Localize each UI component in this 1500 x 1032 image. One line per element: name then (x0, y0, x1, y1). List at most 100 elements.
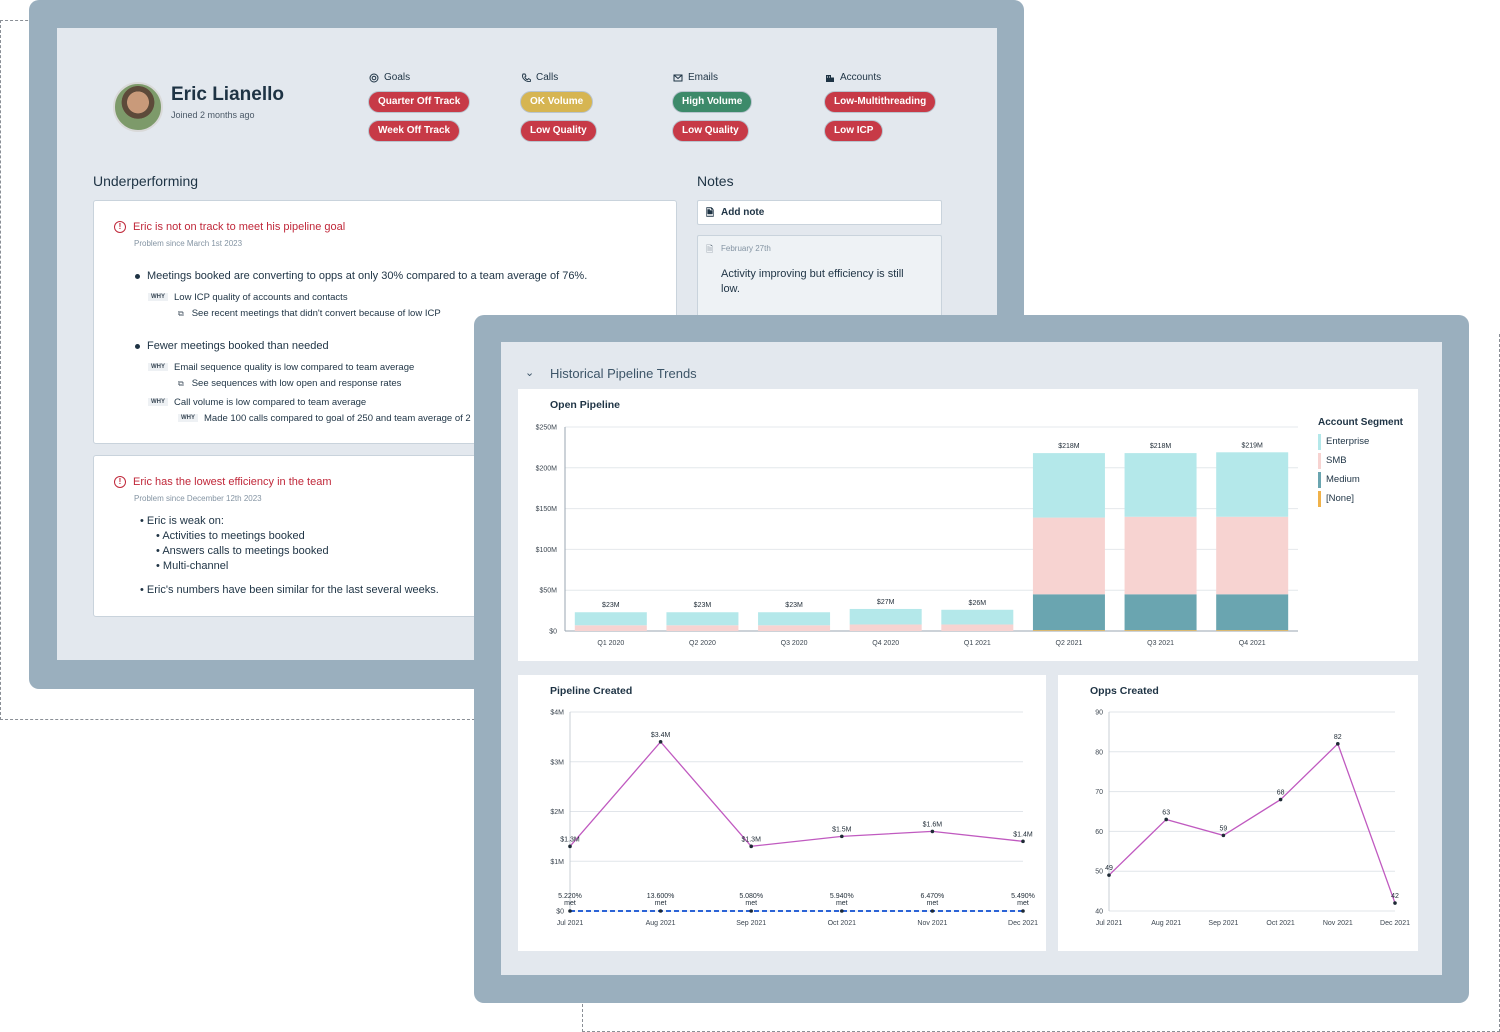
y-tick-label: $4M (550, 710, 564, 717)
y-tick-label: 70 (1095, 789, 1103, 796)
opps-created-chart: 40 50 60 70 80 90 Jul 2021 Aug 2021 Sep 2021 Oct … (1095, 710, 1410, 928)
problem-title[interactable]: ! Eric has the lowest efficiency in the … (114, 476, 332, 488)
goal-point (568, 909, 572, 913)
joined-text: Joined 2 months ago (171, 110, 255, 120)
category-label: Calls (536, 72, 559, 83)
similar-text: • Eric's numbers have been similar for t… (140, 584, 439, 596)
legend-title: Account Segment (1318, 417, 1404, 428)
category-accounts: Accounts (825, 72, 881, 83)
open-pipeline-title: Open Pipeline (550, 399, 621, 411)
y-tick-label: $150M (536, 506, 558, 513)
bar-segment (849, 624, 922, 631)
x-tick-label: Q4 2021 (1239, 640, 1266, 647)
bar-total-label: $27M (877, 599, 895, 606)
series-line (1108, 742, 1396, 904)
goal-label: met (1017, 900, 1029, 907)
bar-total-label: $26M (969, 600, 987, 607)
x-tick-label: Dec 2021 (1008, 920, 1038, 927)
legend-item-none[interactable]: [None] (1318, 491, 1354, 507)
x-tick-label: Aug 2021 (646, 920, 676, 927)
category-calls: Calls (521, 72, 558, 83)
pill-low-multithreading[interactable]: Low-Multithreading (824, 91, 937, 113)
goal-label: met (564, 900, 576, 907)
why-text: Call volume is low compared to team aver… (174, 397, 367, 408)
y-tick-label: 60 (1095, 829, 1103, 836)
link-meetings-low-icp[interactable]: See recent meetings that didn't convert … (178, 308, 441, 319)
data-label: $1.6M (923, 821, 943, 828)
bar-segment (1216, 630, 1289, 631)
data-label: 42 (1391, 893, 1399, 900)
category-label: Goals (384, 72, 411, 83)
problem-title[interactable]: ! Eric is not on track to meet his pipel… (114, 221, 345, 233)
legend-swatch (1318, 491, 1321, 507)
legend-item-smb[interactable]: SMB (1318, 453, 1347, 469)
problem-bullet: Fewer meetings booked than needed (135, 340, 329, 352)
bar-segment (1032, 453, 1105, 518)
data-label: $1.3M (741, 836, 761, 843)
pill-ok-volume[interactable]: OK Volume (520, 91, 594, 113)
bar-segment (1124, 453, 1197, 517)
bar-total-label: $218M (1058, 443, 1080, 450)
bar-segment (574, 612, 647, 626)
pill-low-icp[interactable]: Low ICP (824, 120, 884, 142)
problem-title-text: Eric is not on track to meet his pipelin… (133, 221, 346, 233)
why-text: Made 100 calls compared to goal of 250 a… (204, 413, 471, 424)
x-tick-label: Sep 2021 (1208, 920, 1238, 927)
x-tick-label: Q1 2020 (597, 640, 624, 647)
x-tick-label: Q1 2021 (964, 640, 991, 647)
x-tick-label: Q3 2020 (781, 640, 808, 647)
y-tick-label: 80 (1095, 749, 1103, 756)
data-label: 63 (1162, 809, 1170, 816)
weak-item-text: Answers calls to meetings booked (162, 545, 329, 557)
rep-name: Eric Lianello (171, 84, 284, 105)
x-tick-label: Nov 2021 (917, 920, 947, 927)
data-point (658, 740, 663, 744)
note-icon: 🗎 (706, 244, 714, 254)
avatar[interactable] (113, 82, 163, 132)
bar-total-label: $219M (1241, 442, 1263, 449)
x-tick-label: Jul 2021 (557, 920, 584, 927)
goal-label: met (745, 900, 757, 907)
opps-created-title: Opps Created (1090, 685, 1159, 697)
y-tick-label: $100M (536, 547, 558, 554)
pipeline-created-panel: Pipeline Created $0 $1M $2M $3M $4M Jul 2021 A… (518, 675, 1046, 951)
y-tick-label: 90 (1095, 710, 1103, 717)
legend-label: [None] (1326, 493, 1354, 504)
bar-segment (941, 609, 1014, 625)
pill-quarter-off-track[interactable]: Quarter Off Track (368, 91, 471, 113)
pill-calls-low-quality[interactable]: Low Quality (520, 120, 597, 142)
weak-item-text: Multi-channel (162, 560, 229, 572)
problem-title-text: Eric has the lowest efficiency in the te… (133, 476, 332, 488)
why-line: WHY Low ICP quality of accounts and conta… (148, 292, 348, 303)
y-tick-label: $0 (549, 629, 557, 636)
data-label: $1.5M (832, 826, 852, 833)
add-note-button[interactable]: 🗎 Add note (697, 200, 942, 225)
data-point (1164, 817, 1168, 822)
link-sequences[interactable]: See sequences with low open and response… (178, 378, 402, 389)
weak-on-label: Eric is weak on: (146, 515, 224, 527)
chevron-down-icon[interactable]: ⌄ (525, 367, 535, 379)
category-label: Emails (688, 72, 719, 83)
pill-week-off-track[interactable]: Week Off Track (368, 120, 461, 142)
goal-label: met (927, 900, 939, 907)
legend-swatch (1318, 434, 1321, 450)
data-point (1107, 873, 1111, 877)
x-tick-label: Oct 2021 (828, 920, 857, 927)
x-tick-label: Sep 2021 (736, 920, 766, 927)
goal-label: met (655, 900, 667, 907)
data-point (1021, 839, 1025, 844)
legend-label: Medium (1326, 474, 1360, 485)
pill-emails-low-quality[interactable]: Low Quality (672, 120, 749, 142)
data-point (840, 834, 844, 839)
weak-on-text: • Eric is weak on: (140, 515, 224, 527)
pill-high-volume[interactable]: High Volume (672, 91, 753, 113)
bar-segment (758, 625, 831, 631)
trends-title[interactable]: Historical Pipeline Trends (550, 366, 697, 381)
y-tick-label: $250M (536, 425, 558, 432)
legend-item-medium[interactable]: Medium (1318, 472, 1360, 488)
bar-segment (1032, 630, 1105, 631)
legend-item-enterprise[interactable]: Enterprise (1318, 434, 1369, 450)
why-line: WHY Email sequence quality is low compare… (148, 362, 414, 373)
data-point (1336, 742, 1340, 746)
legend-swatch (1318, 453, 1321, 469)
